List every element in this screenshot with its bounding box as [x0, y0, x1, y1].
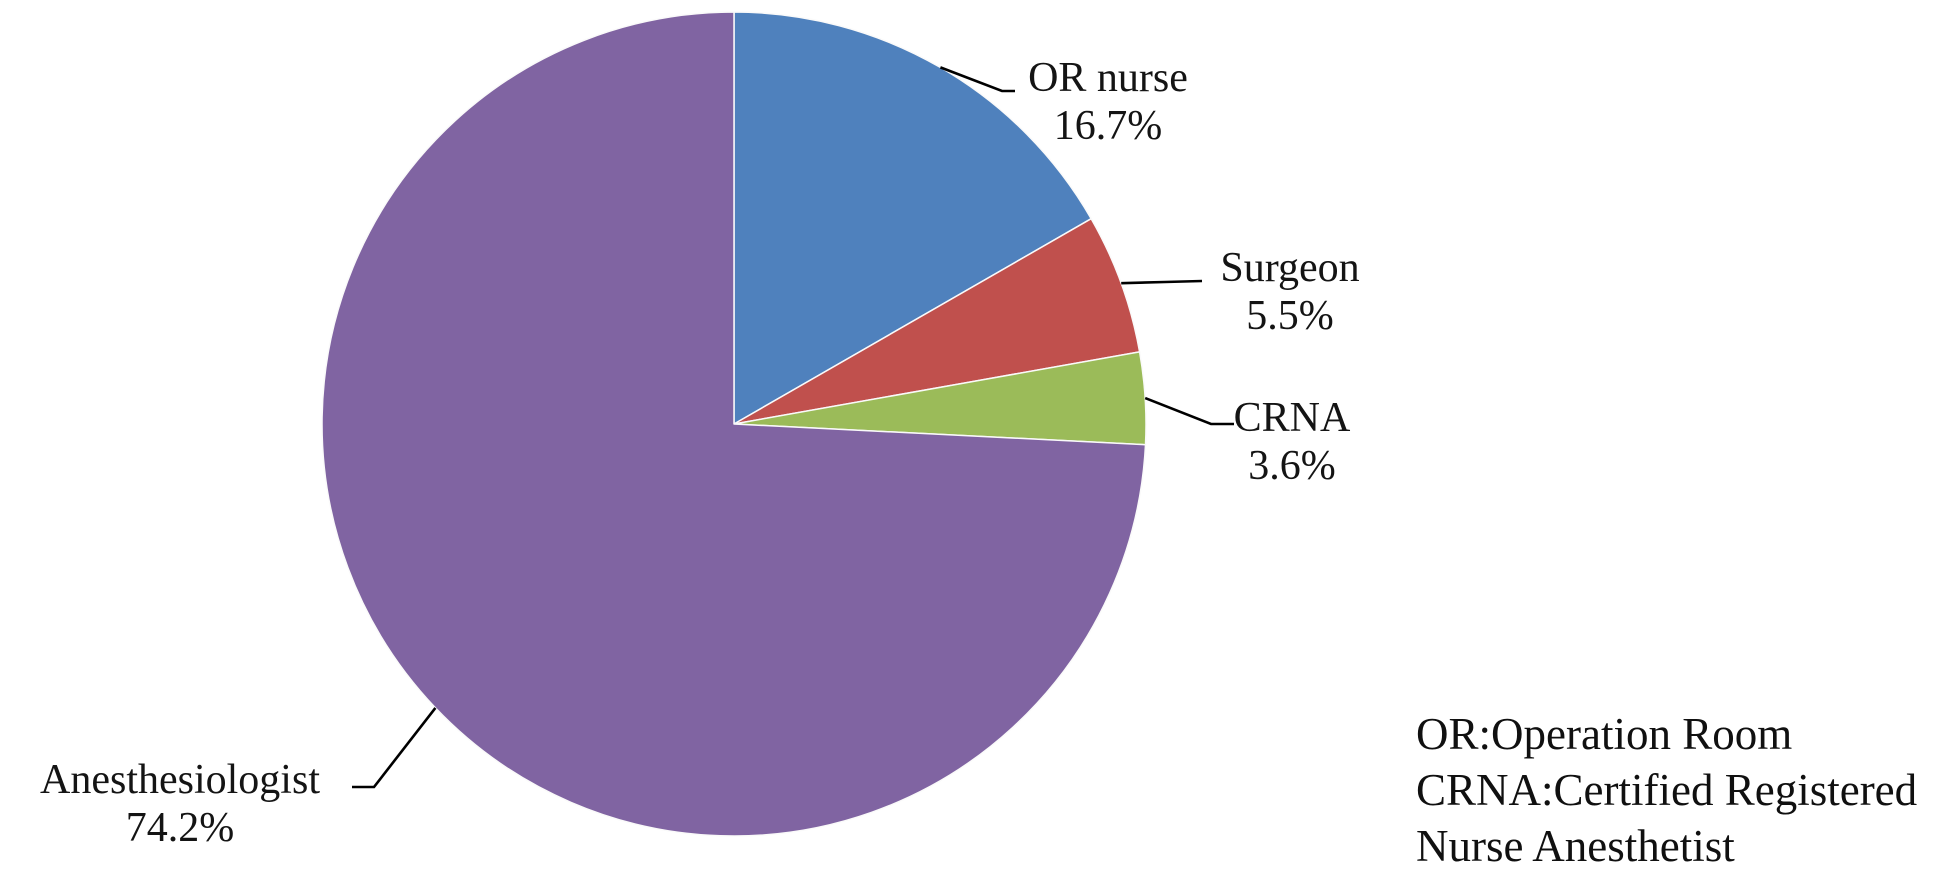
- leader-line-crna: [1144, 396, 1234, 426]
- abbreviation-note: OR:Operation Room CRNA:Certified Registe…: [1416, 706, 1917, 874]
- pie-slice-anesthesiologist: [321, 11, 1147, 837]
- pie-label-or-nurse-percent: 16.7%: [1053, 103, 1163, 149]
- leader-line-anesthesiologist: [352, 707, 437, 789]
- pie-label-surgeon: Surgeon 5.5%: [1185, 244, 1395, 340]
- pie-label-anesthesiologist: Anesthesiologist 74.2%: [5, 756, 355, 852]
- pie-label-anesthesiologist-name: Anesthesiologist: [40, 757, 320, 803]
- pie-label-anesthesiologist-percent: 74.2%: [125, 805, 235, 851]
- abbreviation-note-line-3: Nurse Anesthetist: [1416, 821, 1735, 871]
- leader-line-surgeon: [1121, 279, 1203, 285]
- pie-label-surgeon-name: Surgeon: [1220, 245, 1360, 291]
- leader-line-or-nurse: [939, 66, 1015, 93]
- abbreviation-note-line-2: CRNA:Certified Registered: [1416, 765, 1918, 815]
- pie-label-or-nurse: OR nurse 16.7%: [1008, 54, 1208, 150]
- pie-label-crna: CRNA 3.6%: [1192, 394, 1392, 490]
- pie-slice-surgeon: [733, 217, 1141, 425]
- pie-label-surgeon-percent: 5.5%: [1246, 293, 1334, 339]
- pie-label-crna-percent: 3.6%: [1248, 443, 1336, 489]
- pie-label-or-nurse-name: OR nurse: [1028, 55, 1188, 101]
- abbreviation-note-line-1: OR:Operation Room: [1416, 709, 1793, 759]
- pie-label-crna-name: CRNA: [1233, 395, 1351, 441]
- pie-slice-or-nurse: [733, 11, 1092, 425]
